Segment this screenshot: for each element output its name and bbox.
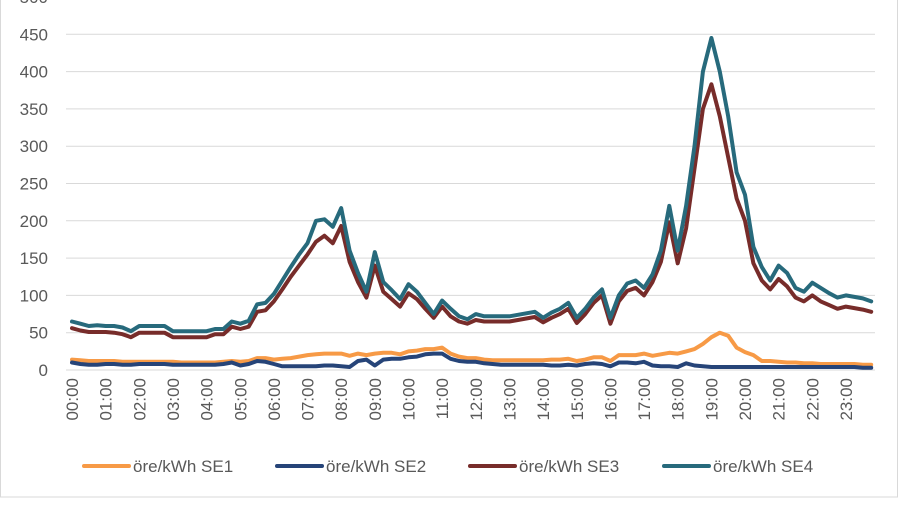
x-tick-label: 03:00 <box>164 378 183 421</box>
x-tick-label: 20:00 <box>736 378 755 421</box>
x-tick-label: 17:00 <box>635 378 654 421</box>
legend-item: öre/kWh SE2 <box>275 457 426 476</box>
x-tick-label: 18:00 <box>669 378 688 421</box>
legend-label: öre/kWh SE1 <box>133 457 233 476</box>
x-tick-label: 13:00 <box>500 378 519 421</box>
y-tick-label: 300 <box>20 137 48 156</box>
x-tick-label: 06:00 <box>265 378 284 421</box>
legend-label: öre/kWh SE3 <box>519 457 619 476</box>
x-tick-label: 04:00 <box>198 378 217 421</box>
y-tick-label: 450 <box>20 25 48 44</box>
legend-label: öre/kWh SE2 <box>326 457 426 476</box>
x-tick-label: 22:00 <box>803 378 822 421</box>
x-tick-label: 09:00 <box>366 378 385 421</box>
legend-item: öre/kWh SE1 <box>82 457 233 476</box>
y-tick-label: 250 <box>20 175 48 194</box>
x-tick-label: 10:00 <box>400 378 419 421</box>
x-tick-label: 12:00 <box>467 378 486 421</box>
x-tick-label: 02:00 <box>130 378 149 421</box>
x-tick-label: 05:00 <box>231 378 250 421</box>
x-tick-label: 07:00 <box>299 378 318 421</box>
series-line-se4 <box>70 36 874 334</box>
x-tick-label: 01:00 <box>97 378 116 421</box>
y-tick-label: 150 <box>20 249 48 268</box>
y-tick-label: 50 <box>29 324 48 343</box>
y-tick-label: 0 <box>39 361 48 380</box>
x-tick-label: 23:00 <box>837 378 856 421</box>
legend-label: öre/kWh SE4 <box>713 457 813 476</box>
series-line-se1 <box>70 330 874 367</box>
x-tick-label: 19:00 <box>702 378 721 421</box>
x-tick-label: 08:00 <box>332 378 351 421</box>
x-tick-label: 00:00 <box>63 378 82 421</box>
y-tick-label: 350 <box>20 100 48 119</box>
y-tick-label: 100 <box>20 286 48 305</box>
legend-item: öre/kWh SE4 <box>662 457 813 476</box>
y-tick-label: 500 <box>20 0 48 7</box>
x-tick-label: 15:00 <box>568 378 587 421</box>
series-line-se2 <box>70 351 874 370</box>
legend-item: öre/kWh SE3 <box>468 457 619 476</box>
x-tick-label: 14:00 <box>534 378 553 421</box>
y-tick-label: 200 <box>20 212 48 231</box>
y-tick-label: 400 <box>20 63 48 82</box>
x-tick-label: 11:00 <box>433 378 452 419</box>
x-tick-label: 16:00 <box>601 378 620 421</box>
x-tick-label: 21:00 <box>770 378 789 421</box>
series-line-se3 <box>70 82 874 340</box>
